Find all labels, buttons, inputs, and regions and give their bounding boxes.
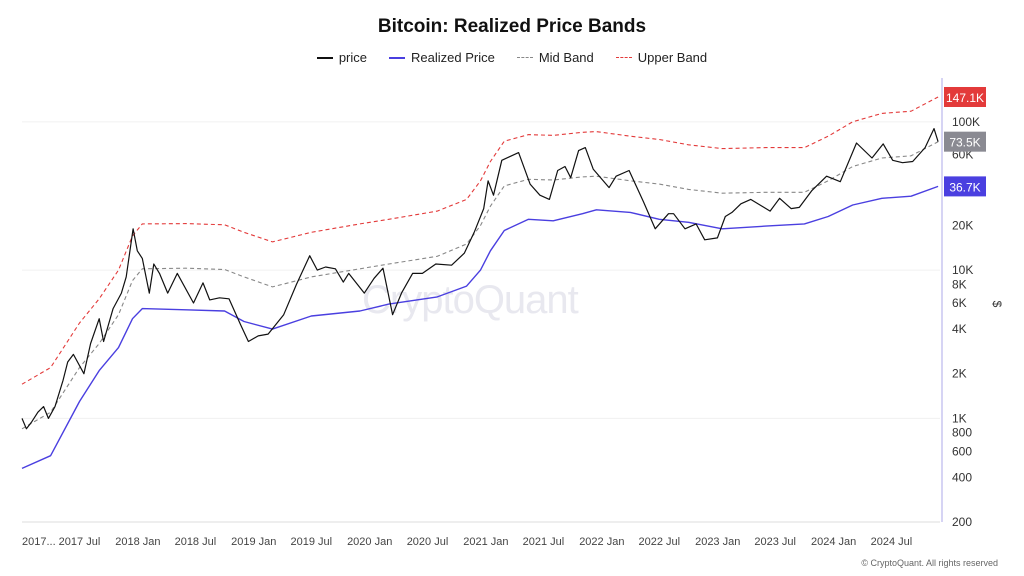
x-tick-label: 2021 Jul — [523, 536, 565, 548]
y-tick-label: 20K — [952, 218, 973, 232]
series-line-realized-price — [21, 185, 939, 470]
x-tick-label: 2022 Jul — [639, 536, 681, 548]
x-tick-label: 2020 Jul — [407, 536, 449, 548]
y-tick-label: 10K — [952, 263, 973, 277]
series-line-upper-band — [21, 96, 939, 385]
y-tick-label: 100K — [952, 115, 980, 129]
price-value-tag-box — [944, 131, 986, 152]
legend-label-upper-band: Upper Band — [637, 50, 708, 65]
y-tick-label: 4K — [952, 322, 967, 336]
legend-label-mid-band: Mid Band — [538, 50, 594, 65]
legend-swatch-price — [316, 56, 333, 59]
series-line-price — [21, 128, 939, 430]
legend-swatch-upper-band — [615, 57, 632, 58]
y-tick-label: 1K — [952, 411, 967, 425]
x-tick-label: 2022 Jan — [579, 536, 624, 548]
realized-price-value-tag-box — [944, 176, 986, 197]
legend-item-price[interactable]: price — [316, 50, 368, 65]
upper-band-value-tag: 147.1K — [946, 91, 984, 105]
legend-label-realized-price: Realized Price — [411, 50, 495, 65]
y-tick-label: 800 — [952, 426, 972, 440]
x-tick-label: 2017... — [22, 536, 56, 548]
legend-label-price: price — [338, 50, 368, 65]
y-unit-label: $ — [990, 301, 1004, 308]
y-tick-label: 2K — [952, 367, 967, 381]
legend-item-realized-price[interactable]: Realized Price — [389, 50, 495, 65]
x-tick-label: 2024 Jul — [871, 536, 913, 548]
legend: price Realized Price Mid Band Upper Band — [0, 50, 1024, 65]
x-tick-label: 2021 Jan — [463, 536, 508, 548]
legend-swatch-realized-price — [389, 56, 406, 59]
y-tick-label: 400 — [952, 470, 972, 484]
y-tick-label: 600 — [952, 444, 972, 458]
copyright-notice: © CryptoQuant. All rights reserved — [861, 558, 998, 568]
x-tick-label: 2023 Jan — [695, 536, 740, 548]
y-tick-label: 8K — [952, 277, 967, 291]
x-tick-label: 2020 Jan — [347, 536, 392, 548]
legend-swatch-mid-band — [516, 57, 533, 58]
series-line-mid-band — [21, 141, 939, 430]
x-tick-label: 2017 Jul — [59, 536, 101, 548]
x-tick-label: 2019 Jan — [231, 536, 276, 548]
legend-item-mid-band[interactable]: Mid Band — [516, 50, 594, 65]
x-tick-label: 2018 Jan — [115, 536, 160, 548]
x-tick-label: 2018 Jul — [175, 536, 217, 548]
realized-price-value-tag: 36.7K — [949, 180, 980, 194]
x-tick-label: 2023 Jul — [754, 536, 796, 548]
legend-item-upper-band[interactable]: Upper Band — [615, 50, 708, 65]
chart-title: Bitcoin: Realized Price Bands — [377, 16, 647, 37]
x-tick-label: 2019 Jul — [290, 536, 332, 548]
upper-band-value-tag-box — [944, 86, 986, 107]
price-value-tag: 73.5K — [949, 136, 980, 150]
y-tick-label: 6K — [952, 296, 967, 310]
y-tick-label: 200 — [952, 515, 972, 529]
x-tick-label: 2024 Jan — [811, 536, 856, 548]
